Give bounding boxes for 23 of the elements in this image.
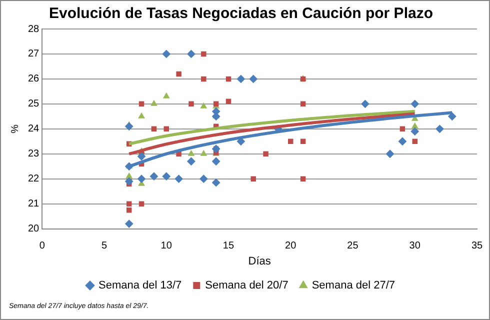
y-tick-label: 20	[28, 224, 40, 235]
y-tick-label: 26	[28, 74, 40, 85]
x-tick-label: 10	[160, 240, 172, 252]
x-axis-title: Días	[248, 255, 272, 268]
chart-title: Evolución de Tasas Negociadas en Caución por Plazo	[49, 5, 433, 22]
y-tick-label: 27	[28, 48, 40, 60]
legend-label: Semana del 20/7	[205, 280, 288, 292]
y-tick-label: 23	[28, 148, 40, 160]
x-tick-label: 25	[347, 240, 359, 252]
y-tick-label: 21	[28, 198, 40, 210]
y-tick-label: 24	[28, 124, 40, 135]
legend-label: Semana del 13/7	[98, 280, 182, 292]
x-tick-label: 5	[101, 240, 108, 252]
x-tick-label: 30	[409, 240, 421, 252]
y-tick-label: 22	[28, 174, 40, 185]
x-tick-label: 35	[471, 240, 483, 252]
y-tick-label: 25	[28, 98, 40, 110]
x-tick-label: 20	[285, 240, 297, 252]
x-tick-label: 15	[222, 240, 234, 252]
y-tick-label: 28	[28, 24, 40, 35]
legend-label: Semana del 27/7	[312, 280, 396, 292]
x-tick-label: 0	[39, 240, 46, 252]
y-axis-title: %	[10, 124, 21, 134]
